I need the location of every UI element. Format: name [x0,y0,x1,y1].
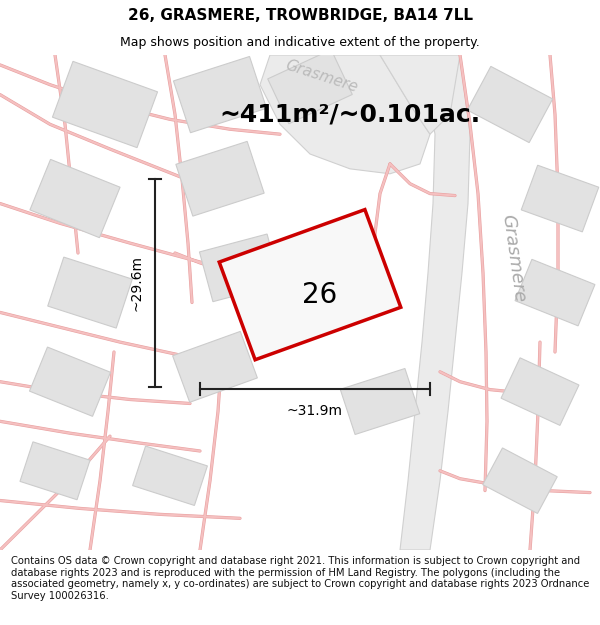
Polygon shape [380,55,460,134]
Polygon shape [467,66,553,142]
Polygon shape [268,49,352,124]
Text: 26, GRASMERE, TROWBRIDGE, BA14 7LL: 26, GRASMERE, TROWBRIDGE, BA14 7LL [128,8,473,23]
Text: Grasmere: Grasmere [284,58,360,96]
Polygon shape [521,165,599,232]
Polygon shape [400,55,470,550]
Text: Grasmere: Grasmere [498,213,528,303]
Text: ~31.9m: ~31.9m [287,404,343,419]
Polygon shape [29,347,110,416]
Polygon shape [501,358,579,426]
Polygon shape [133,446,208,506]
Polygon shape [483,448,557,514]
Polygon shape [30,159,120,238]
Polygon shape [515,259,595,326]
Polygon shape [176,141,264,216]
Polygon shape [173,56,266,132]
Text: Map shows position and indicative extent of the property.: Map shows position and indicative extent… [120,36,480,49]
Polygon shape [173,331,257,402]
Polygon shape [48,257,132,328]
Polygon shape [52,61,158,148]
Text: ~411m²/~0.101ac.: ~411m²/~0.101ac. [220,102,481,126]
Polygon shape [199,234,281,302]
Text: 26: 26 [302,281,338,309]
Text: Contains OS data © Crown copyright and database right 2021. This information is : Contains OS data © Crown copyright and d… [11,556,589,601]
Text: ~29.6m: ~29.6m [129,255,143,311]
Polygon shape [219,209,401,360]
Polygon shape [20,442,90,500]
Polygon shape [340,369,420,434]
Polygon shape [260,55,430,174]
